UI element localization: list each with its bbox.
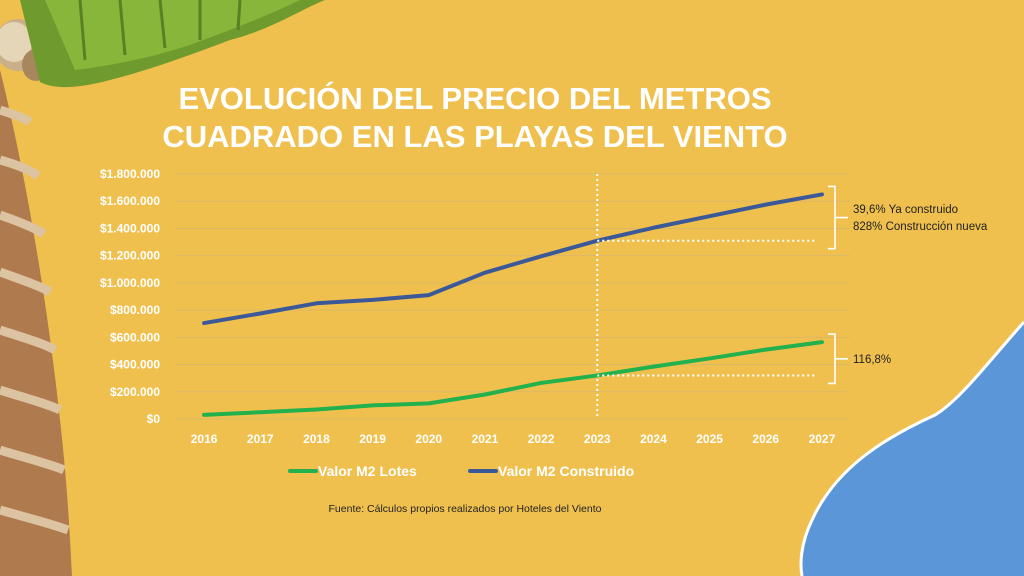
y-tick-label: $800.000 xyxy=(110,303,160,317)
x-tick-label: 2016 xyxy=(191,432,218,446)
annotation-label: 828% Construcción nueva xyxy=(853,221,988,233)
y-tick-label: $1.000.000 xyxy=(100,276,160,290)
annotation-bracket xyxy=(828,185,848,250)
x-tick-label: 2025 xyxy=(696,432,723,446)
source-note: Fuente: Cálculos propios realizados por … xyxy=(328,503,602,515)
x-tick-label: 2020 xyxy=(415,432,442,446)
y-tick-label: $400.000 xyxy=(110,358,160,372)
y-tick-label: $1.200.000 xyxy=(100,249,160,263)
chart-title: EVOLUCIÓN DEL PRECIO DEL METROS CUADRADO… xyxy=(150,80,800,156)
chart-title-line: EVOLUCIÓN DEL PRECIO DEL METROS xyxy=(178,81,772,116)
palm-trunk-illustration xyxy=(0,70,72,576)
sea-wave-illustration xyxy=(801,322,1024,576)
legend-label: Valor M2 Construido xyxy=(498,463,634,479)
y-tick-label: $1.600.000 xyxy=(100,194,160,208)
y-tick-label: $600.000 xyxy=(110,330,160,344)
palm-leaves-illustration xyxy=(20,0,325,88)
x-tick-label: 2026 xyxy=(752,432,779,446)
x-tick-label: 2021 xyxy=(472,432,499,446)
y-tick-label: $1.800.000 xyxy=(100,167,160,181)
x-tick-label: 2027 xyxy=(809,432,836,446)
x-tick-label: 2018 xyxy=(303,432,330,446)
x-tick-label: 2024 xyxy=(640,432,667,446)
annotation-label: 39,6% Ya construido xyxy=(853,204,958,216)
y-tick-label: $0 xyxy=(147,412,161,426)
legend-label: Valor M2 Lotes xyxy=(318,463,417,479)
annotation-label: 116,8% xyxy=(853,354,891,366)
x-tick-label: 2019 xyxy=(359,432,386,446)
x-tick-label: 2023 xyxy=(584,432,611,446)
y-tick-label: $1.400.000 xyxy=(100,221,160,235)
series-line xyxy=(202,340,824,417)
y-tick-label: $200.000 xyxy=(110,385,160,399)
series-line xyxy=(202,192,824,326)
x-tick-label: 2017 xyxy=(247,432,274,446)
annotation-bracket xyxy=(828,333,848,385)
x-tick-label: 2022 xyxy=(528,432,555,446)
chart-title-line: CUADRADO EN LAS PLAYAS DEL VIENTO xyxy=(162,119,788,154)
